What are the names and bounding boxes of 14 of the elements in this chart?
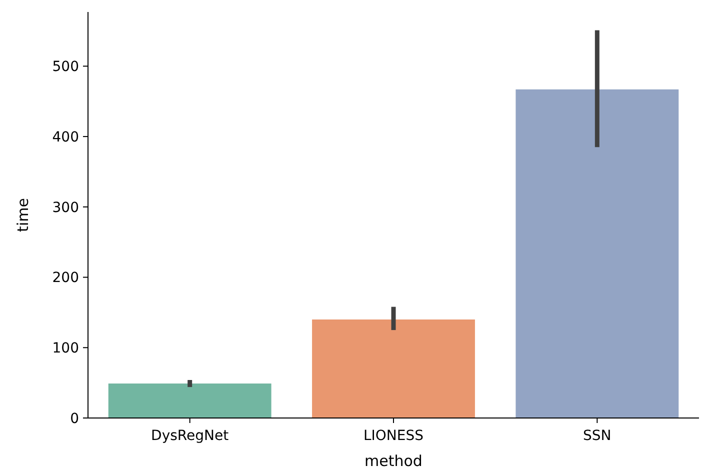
y-tick-label: 0 [70, 410, 79, 427]
bar [108, 384, 272, 418]
y-tick-label: 300 [52, 200, 79, 216]
y-tick-label: 400 [52, 129, 79, 146]
x-tick-label: SSN [583, 428, 612, 444]
y-axis-title: time [14, 198, 32, 232]
x-axis-title: method [364, 452, 422, 470]
y-tick-label: 500 [52, 59, 79, 76]
x-tick-label: LIONESS [363, 428, 424, 444]
y-tick-label: 200 [52, 270, 79, 286]
y-tick-label: 100 [52, 340, 79, 357]
bar [516, 89, 679, 418]
bar [312, 319, 475, 418]
x-tick-label: DysRegNet [151, 428, 230, 444]
